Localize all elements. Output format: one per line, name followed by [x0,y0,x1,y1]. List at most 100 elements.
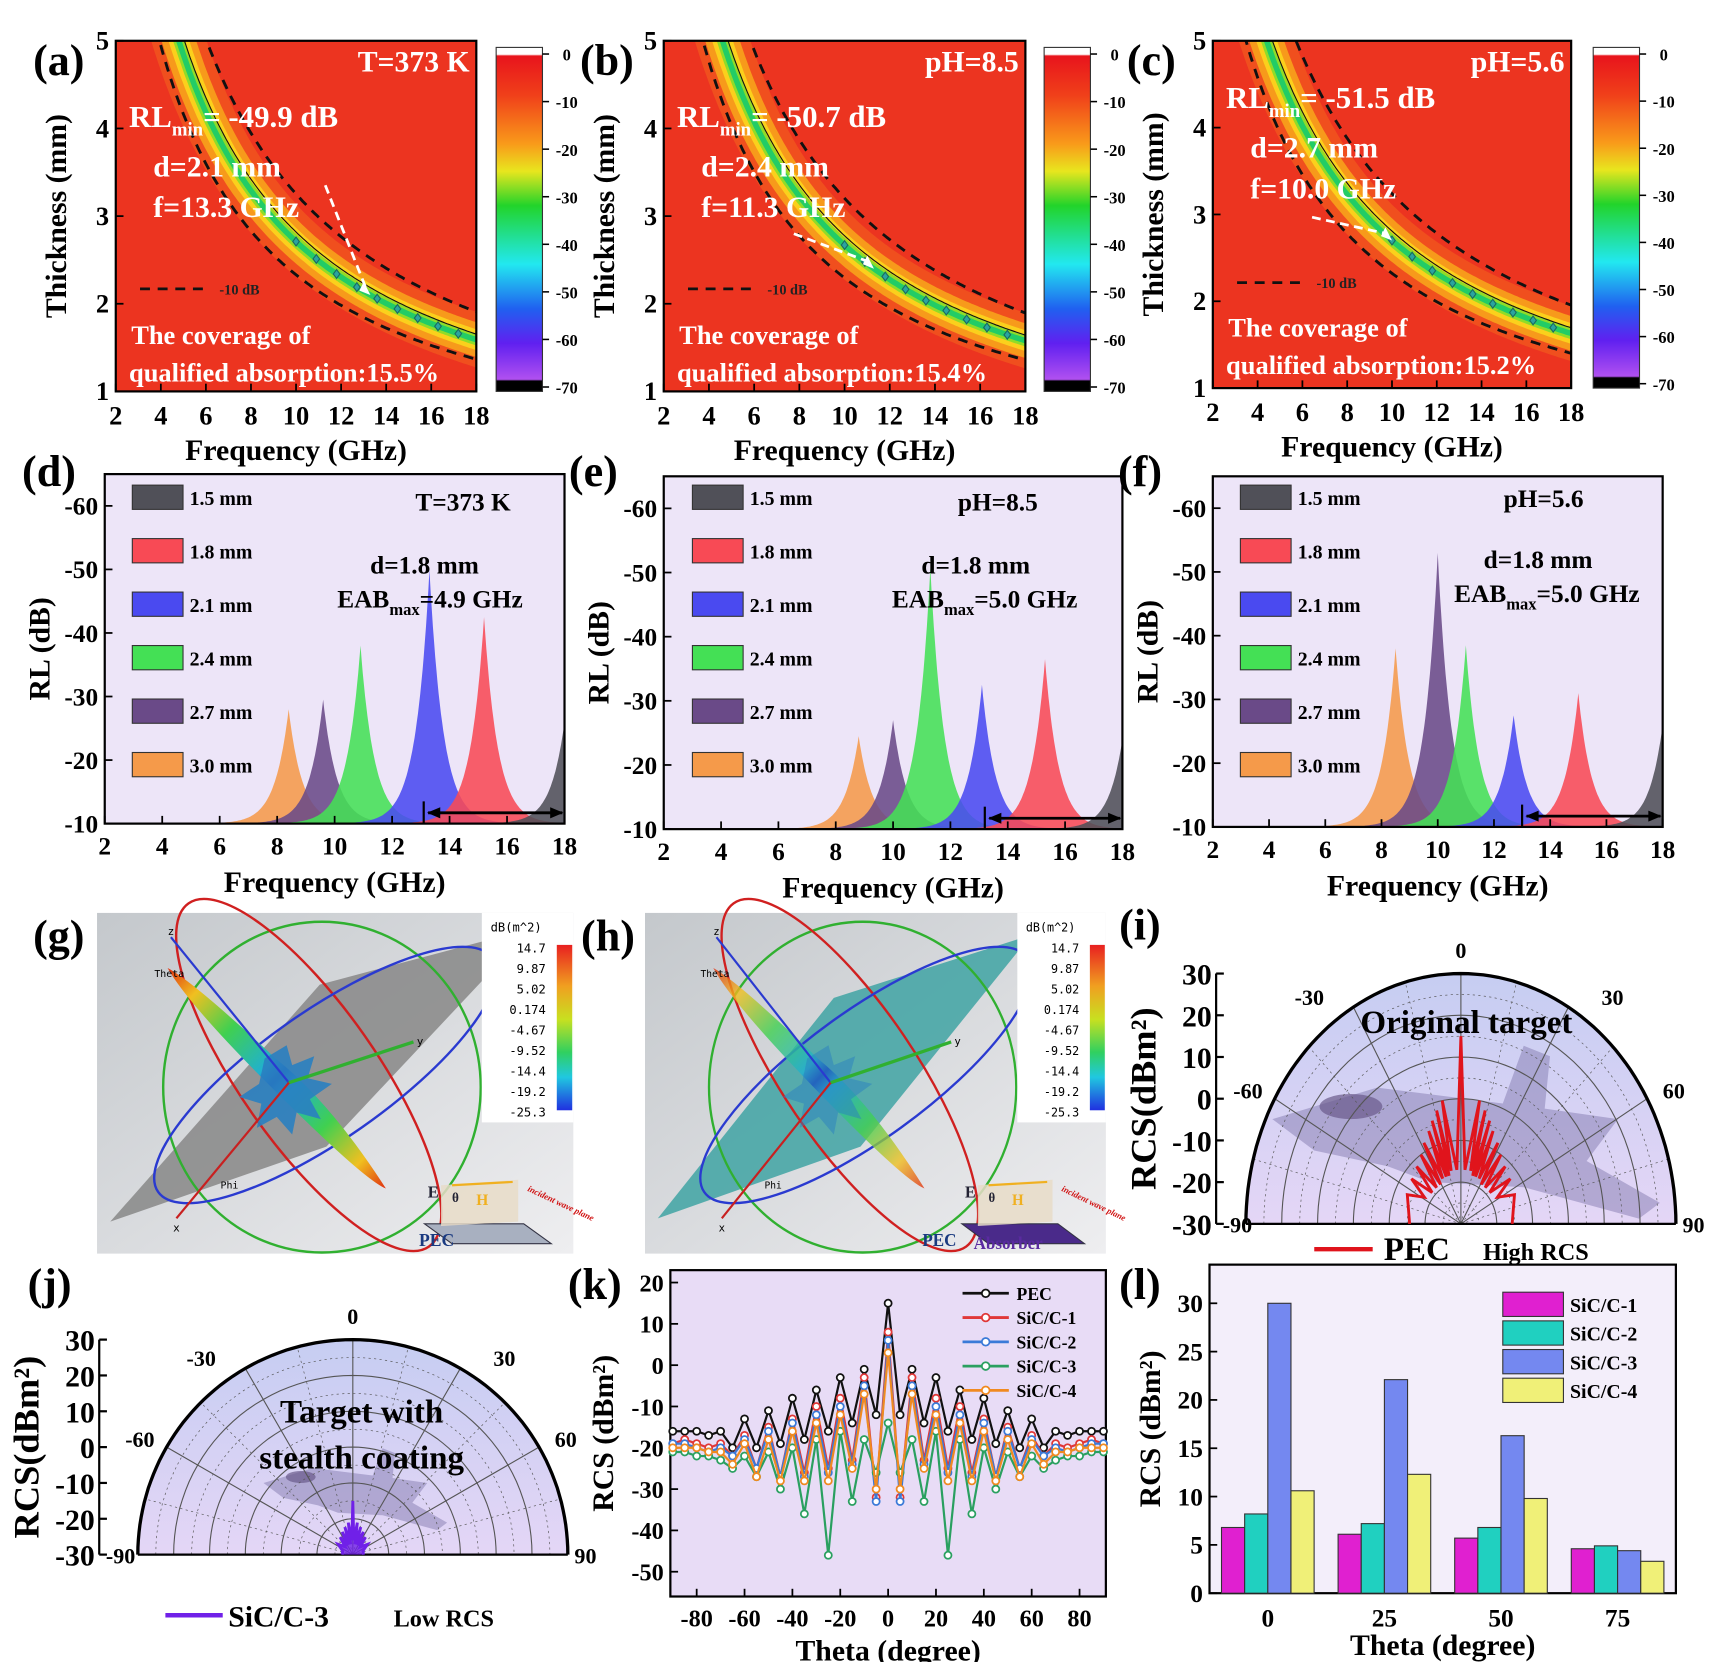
y-tick-label: -10 [631,1394,663,1421]
panel-label: (f) [1118,447,1162,496]
data-point [716,1455,726,1465]
legend-label: 1.8 mm [1298,541,1361,563]
legend-swatch [691,591,744,617]
data-point [1039,1459,1049,1469]
data-point [883,1327,893,1337]
data-point [1087,1443,1096,1453]
bar-SiCC3-75 [1617,1550,1642,1594]
scene: z y x Theta Phi dB(m^2) 14.7 9.87 5.02 0.174 -4.67… [657,897,1128,1254]
polar-series-SiCC3 [334,1500,372,1555]
x-axis-title: Theta (degree) [1350,1629,1535,1662]
data-point [787,1418,797,1428]
coverage-label: The coverage of [131,320,311,350]
data-point [680,1443,690,1453]
rl-subscript: min [720,120,752,141]
bar-SiCC3-0 [1267,1302,1292,1594]
bar-SiCC2-75 [1593,1545,1619,1594]
x-tick-label: 16 [967,400,993,430]
polar-title: Original target [1360,1005,1572,1041]
x-tick-label: 2 [109,400,122,430]
theta-label: Theta [154,969,184,980]
data-point [1075,1426,1084,1436]
radiation-core [239,1045,332,1135]
x-axis-label: x [719,1221,726,1234]
x-tick-label: 6 [1296,397,1309,427]
y-tick-label: -30 [631,1477,663,1504]
rl-value: = -50.7 dB [751,99,886,134]
y-axis-title: RCS (dBm²) [1134,1350,1167,1507]
data-point [955,1418,965,1428]
x-tick-label: 10 [831,400,857,430]
y-tick-label: 15 [1178,1435,1203,1463]
rl-text: RL [677,99,720,134]
data-point [811,1402,821,1411]
colorbar-tick-label: -40 [556,236,578,255]
data-point [1015,1443,1025,1453]
thickness-annotation: d=2.4 mm [701,150,829,183]
data-point [823,1476,833,1486]
contour-band [175,40,477,343]
legend-label: SiC/C-2 [1570,1324,1637,1346]
data-point [1063,1447,1072,1457]
z-axis-label: z [713,925,719,938]
colorbar-tick-label: -9.52 [509,1044,545,1058]
legend-label: 1.5 mm [750,488,813,510]
coverage-value: qualified absorption:15.2% [1226,350,1536,380]
colorbar-tick-label: -50 [556,283,578,302]
inset-substrate [960,1223,1087,1245]
x-tick-label: 2 [1206,836,1219,864]
legend-swatch [1502,1291,1564,1318]
x-tick-label: 6 [199,400,212,430]
x-tick-label: 2 [1206,397,1219,427]
colorbar-tick-label: 9.87 [1051,962,1079,976]
minimum-marker [1448,277,1457,289]
x-tick-label: 4 [715,838,728,866]
colorbar-title: dB(m^2) [491,921,542,935]
x-tick-label: 8 [244,400,257,430]
coverage-label: The coverage of [1228,313,1408,343]
x-tick-label: 16 [1594,836,1619,864]
polar-grid-spoke [1274,1098,1462,1225]
data-point [943,1476,953,1486]
legend-label: 2.1 mm [190,595,253,617]
frequency-annotation: f=13.3 GHz [153,191,299,224]
minimum-marker [962,314,971,325]
minimum-marker [1488,298,1497,310]
panel-label: (a) [33,36,84,85]
heatmap-contours [151,40,477,368]
legend-label: 1.5 mm [190,488,253,510]
bar-SiCC4-25 [1407,1473,1432,1594]
legend-label: 1.5 mm [1298,488,1361,510]
legend-swatch [691,751,744,778]
x-tick-label: 16 [1052,838,1077,866]
y-tick-label: 5 [644,26,657,56]
x-tick-label: 18 [1012,400,1038,430]
colorbar-tick-label: 0 [1660,46,1668,65]
data-point [883,1298,893,1308]
colorbar-tick-label: -60 [1104,331,1126,350]
y-tick-label: 30 [1178,1290,1203,1318]
polar-grid-spoke [1460,1046,1614,1225]
y-axis-label: y [417,1035,424,1048]
series-SiCC4: SiC/C-4 [668,1348,1108,1494]
x-tick-label: 18 [1110,838,1135,866]
colorbar-title: dB(m^2) [1026,920,1075,934]
rl-peak-18mm [970,659,1120,830]
legend-label: 2.7 mm [750,702,813,724]
legend-swatch [691,484,744,510]
x-tick-label: 14 [922,400,948,430]
bar-chart-panel: (l) 0 5 10 15 20 25 30 Theta (degree) RCS (dBm²) 0… [1119,1260,1677,1662]
y-tick-label: 3 [96,201,109,231]
data-point [835,1410,845,1420]
radial-tick-label: -20 [1172,1167,1212,1200]
panel-label: (k) [568,1260,622,1309]
legend-label: SiC/C-4 [1017,1381,1077,1401]
scene: z y x Theta Phi dB(m^2) 14.7 9.87 5.02 0.174 -4.67… [110,897,596,1254]
panel-label: (c) [1127,36,1176,85]
angle-tick-label: -60 [1233,1079,1262,1104]
minimum-marker [312,253,321,265]
bar-SiCC3-50 [1500,1435,1525,1594]
data-point [883,1418,893,1428]
eab-text: EAB [337,586,389,614]
y-axis [288,1040,414,1085]
